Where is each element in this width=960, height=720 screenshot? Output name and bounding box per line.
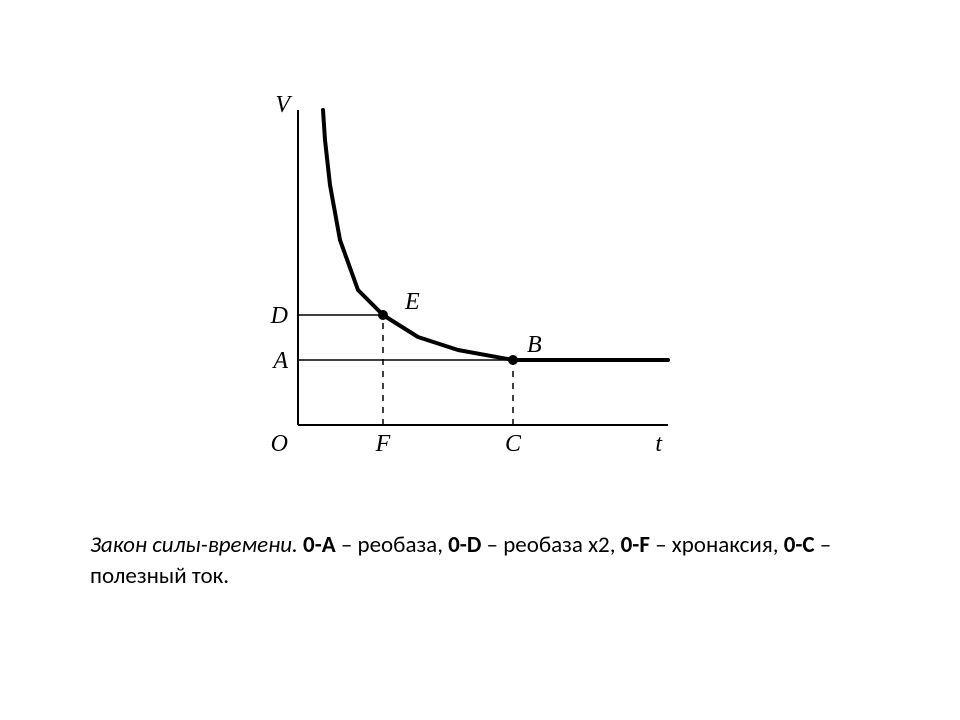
page: VtOADFCEB Закон силы-времени. 0-A – реоб… xyxy=(0,0,960,720)
svg-text:V: V xyxy=(275,92,292,118)
svg-text:D: D xyxy=(270,303,288,329)
svg-text:F: F xyxy=(375,431,391,457)
svg-text:O: O xyxy=(271,431,288,457)
caption-seg3-t: – хронаксия, xyxy=(655,531,784,559)
caption-seg3-b: 0-F xyxy=(621,531,650,559)
caption-seg1-b: 0-A xyxy=(303,531,336,559)
chart-svg: VtOADFCEB xyxy=(258,80,678,460)
figure-caption: Закон силы-времени. 0-A – реобаза, 0-D –… xyxy=(90,530,890,592)
svg-text:B: B xyxy=(527,332,542,358)
caption-seg2-t: – реобаза х2, xyxy=(487,531,621,559)
svg-text:A: A xyxy=(271,348,288,374)
caption-seg2-b: 0-D xyxy=(448,531,481,559)
strength-duration-chart: VtOADFCEB xyxy=(258,80,678,460)
caption-title: Закон силы-времени. xyxy=(90,531,298,559)
caption-seg4-b: 0-C xyxy=(784,531,815,559)
svg-text:C: C xyxy=(505,431,522,457)
svg-text:E: E xyxy=(404,289,420,315)
caption-seg1-t: – реобаза, xyxy=(341,531,448,559)
